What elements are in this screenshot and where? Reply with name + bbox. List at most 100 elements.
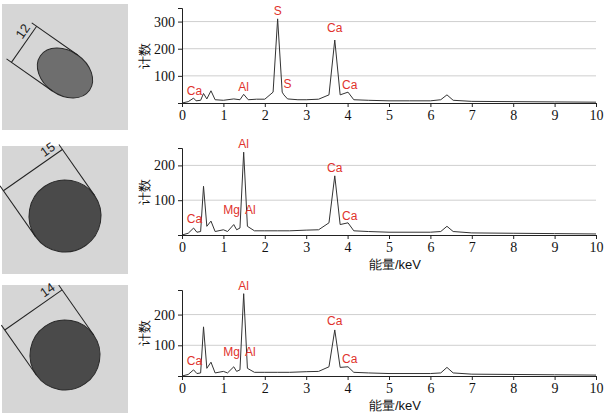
grid-line — [182, 48, 596, 49]
particle-group: 12 — [0, 17, 102, 108]
panel: 12012345678910100200300计数CaAlSSCaCa — [0, 4, 604, 130]
x-tick-label: 9 — [552, 240, 559, 255]
x-tick-mark — [348, 376, 349, 380]
particle-group: 15 — [0, 136, 115, 266]
grid — [182, 22, 596, 76]
x-tick-mark — [430, 376, 431, 380]
x-tick-label: 5 — [386, 108, 393, 123]
spectrum-line — [182, 294, 596, 376]
x-tick-mark — [555, 376, 556, 380]
x-tick: 3 — [303, 376, 310, 396]
x-tick: 5 — [386, 103, 393, 123]
x-tick: 5 — [386, 235, 393, 255]
x-tick: 3 — [303, 235, 310, 255]
x-tick-label: 7 — [469, 108, 476, 123]
x-tick-mark — [596, 103, 597, 107]
x-tick: 10 — [590, 235, 604, 255]
x-tick: 8 — [510, 103, 517, 123]
x-tick: 4 — [345, 103, 352, 123]
x-tick-label: 2 — [262, 108, 269, 123]
x-axis: 012345678910 — [179, 376, 604, 396]
x-tick: 2 — [262, 103, 269, 123]
image-background — [2, 285, 128, 413]
x-tick-mark — [596, 376, 597, 380]
x-axis-line — [183, 377, 597, 381]
x-tick-label: 9 — [552, 381, 559, 396]
micrograph: 12 — [0, 4, 128, 130]
y-axis-line — [178, 9, 183, 104]
x-tick: 3 — [303, 103, 310, 123]
y-tick-label: 200 — [154, 308, 175, 323]
x-tick-mark — [513, 235, 514, 239]
peak-label: Ca — [187, 84, 203, 98]
x-tick-mark — [472, 103, 473, 107]
y-axis-line — [178, 291, 183, 377]
grid-line — [182, 21, 596, 22]
y-tick-mark — [178, 315, 182, 316]
x-axis: 012345678910 — [179, 103, 604, 123]
peak-label: Al — [238, 137, 249, 151]
measure-line — [3, 149, 62, 190]
measure-line — [0, 186, 36, 237]
x-tick-mark — [265, 103, 266, 107]
x-tick-label: 0 — [179, 381, 186, 396]
image-background — [2, 146, 128, 274]
x-tick: 0 — [179, 235, 186, 255]
x-tick-mark — [513, 103, 514, 107]
peak-labels: CaMgAlAlCaCa — [187, 137, 358, 226]
x-tick-label: 8 — [510, 381, 517, 396]
x-tick-label: 7 — [469, 240, 476, 255]
y-axis: 100200300 — [154, 9, 183, 104]
x-tick-mark — [430, 103, 431, 107]
x-tick-mark — [306, 103, 307, 107]
image-label: 14 — [37, 279, 57, 300]
y-tick-mark — [178, 165, 182, 166]
x-tick-label: 7 — [469, 381, 476, 396]
particle — [28, 38, 102, 108]
x-tick-mark — [389, 376, 390, 380]
peak-label: Al — [238, 279, 249, 293]
measure-line — [59, 145, 95, 196]
x-tick-mark — [223, 376, 224, 380]
x-tick-mark — [596, 235, 597, 239]
measure-line — [7, 59, 53, 91]
panel: 14012345678910100200计数能量/keVCaMgAlAlCaCa — [0, 277, 603, 413]
x-axis-line — [183, 236, 597, 240]
spectrum-line — [182, 19, 596, 103]
particle — [15, 166, 115, 266]
x-tick: 0 — [179, 376, 186, 396]
panel: 15012345678910100200计数能量/keVCaMgAlAlCaCa — [0, 136, 604, 274]
y-tick-label: 100 — [154, 69, 175, 84]
x-tick-mark — [265, 235, 266, 239]
peak-label: Mg — [223, 203, 240, 217]
x-tick-mark — [513, 376, 514, 380]
x-tick-label: 4 — [345, 240, 352, 255]
peak-labels: CaAlSSCaCa — [187, 4, 358, 98]
x-tick: 4 — [345, 376, 352, 396]
x-tick: 6 — [427, 103, 434, 123]
x-tick-label: 4 — [345, 381, 352, 396]
x-tick-label: 8 — [510, 108, 517, 123]
x-tick-mark — [472, 376, 473, 380]
x-tick-mark — [348, 235, 349, 239]
x-tick: 2 — [262, 235, 269, 255]
x-tick-label: 5 — [386, 240, 393, 255]
plot-area — [182, 152, 596, 235]
image-label: 12 — [13, 21, 34, 41]
x-tick-label: 1 — [220, 240, 227, 255]
x-tick-mark — [223, 103, 224, 107]
y-axis-title: 计数 — [137, 179, 152, 205]
x-tick-mark — [306, 235, 307, 239]
peak-label: Al — [245, 345, 256, 359]
x-tick-mark — [430, 235, 431, 239]
x-tick-label: 4 — [345, 108, 352, 123]
x-tick: 8 — [510, 376, 517, 396]
x-axis: 012345678910 — [179, 235, 604, 255]
peak-label: Ca — [327, 314, 343, 328]
y-axis-line — [178, 149, 183, 236]
y-tick: 200 — [154, 308, 182, 323]
peak-label: Ca — [187, 212, 203, 226]
x-tick-label: 5 — [386, 381, 393, 396]
measure-line — [5, 290, 62, 330]
grid-line — [182, 314, 596, 315]
